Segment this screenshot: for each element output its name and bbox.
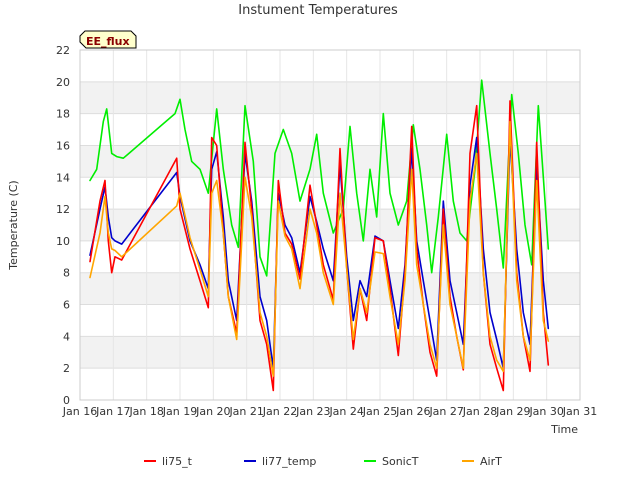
chart-title: Instument Temperatures xyxy=(238,3,398,18)
y-tick-label: 6 xyxy=(63,299,70,312)
y-axis-ticks: 0 2 4 6 8 10 12 14 16 18 20 22 xyxy=(56,44,70,407)
plot-band xyxy=(80,113,580,146)
plot-band xyxy=(80,81,580,114)
x-tick-label: Jan 18 xyxy=(128,405,163,418)
plot-band xyxy=(80,145,580,178)
x-tick-label: Jan 25 xyxy=(362,405,397,418)
x-tick-label: Jan 26 xyxy=(395,405,430,418)
y-tick-label: 22 xyxy=(56,44,70,57)
x-tick-label: Jan 22 xyxy=(262,405,297,418)
series-layer xyxy=(89,79,550,392)
y-tick-label: 12 xyxy=(56,203,70,216)
plot-band xyxy=(80,50,580,82)
y-tick-label: 10 xyxy=(56,235,70,248)
y-tick-label: 16 xyxy=(56,139,70,152)
y-axis-title: Temperature (C) xyxy=(7,180,20,270)
plot-band xyxy=(80,177,580,210)
x-tick-label: Jan 17 xyxy=(95,405,130,418)
x-tick-label: Jan 29 xyxy=(495,405,530,418)
series-line-sonict xyxy=(89,79,550,277)
y-tick-label: 2 xyxy=(63,362,70,375)
series-line-airt xyxy=(89,120,550,377)
y-tick-label: 20 xyxy=(56,76,70,89)
y-tick-label: 14 xyxy=(56,171,70,184)
x-tick-label: Jan 27 xyxy=(428,405,463,418)
x-tick-label: Jan 21 xyxy=(228,405,263,418)
plot-frame xyxy=(79,49,581,401)
x-tick-label: Jan 23 xyxy=(295,405,330,418)
legend-label: li77_temp xyxy=(262,455,316,468)
x-tick-label: Jan 20 xyxy=(195,405,230,418)
y-tick-label: 0 xyxy=(63,394,70,407)
legend-label: li75_t xyxy=(162,455,193,468)
legend: li75_t li77_temp SonicT AirT xyxy=(144,455,502,468)
x-tick-label: Jan 16 xyxy=(62,405,97,418)
badge-label: EE_flux xyxy=(86,35,130,48)
legend-label: SonicT xyxy=(382,455,419,468)
x-tick-label: Jan 24 xyxy=(328,405,363,418)
x-axis-title: Time xyxy=(550,423,578,436)
x-tick-label: Jan 31 xyxy=(562,405,597,418)
x-tick-label: Jan 19 xyxy=(162,405,197,418)
x-tick-label: Jan 30 xyxy=(528,405,563,418)
x-tick-label: Jan 28 xyxy=(462,405,497,418)
plot-band xyxy=(80,240,580,273)
y-tick-label: 4 xyxy=(63,330,70,343)
y-tick-label: 18 xyxy=(56,108,70,121)
plot-band xyxy=(80,304,580,337)
ee-flux-badge: EE_flux xyxy=(79,30,137,49)
legend-label: AirT xyxy=(480,455,502,468)
y-tick-label: 8 xyxy=(63,267,70,280)
plot-band xyxy=(80,368,580,400)
